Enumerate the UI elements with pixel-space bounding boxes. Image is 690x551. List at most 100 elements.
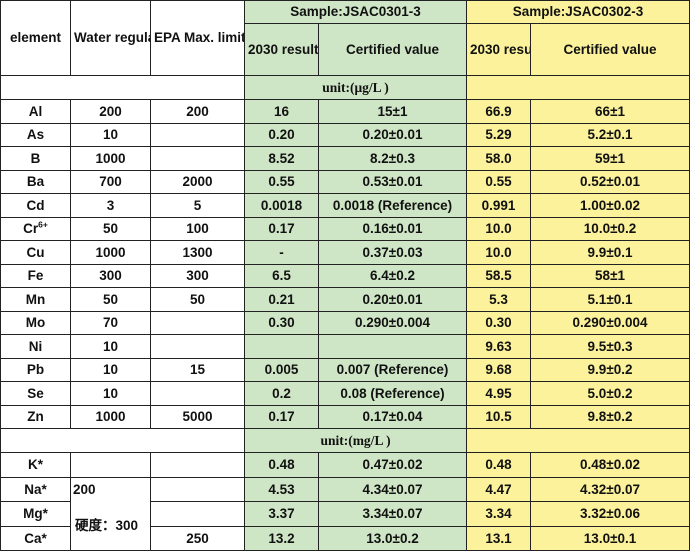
epa-limit-cell: [150, 381, 245, 406]
water-regulation-merged-cell: 200 硬度：300: [70, 476, 151, 551]
epa-limit-cell: 200: [150, 99, 245, 124]
sample-b-result-cell: 0.30: [466, 310, 532, 335]
element-cell: As: [0, 122, 71, 147]
header-a-certified: Certified value: [317, 23, 468, 76]
table-row: Se 10 0.2 0.08 (Reference) 4.95 5.0±0.2: [0, 381, 690, 406]
table-row: Ba 700 2000 0.55 0.53±0.01 0.55 0.52±0.01: [0, 169, 690, 194]
sample-b-result-cell: 5.3: [466, 287, 532, 312]
sample-b-result-cell: 13.1: [466, 525, 532, 551]
sample-b-certified-cell: 0.52±0.01: [530, 169, 690, 194]
water-regulation-cell: 1000: [70, 404, 151, 429]
epa-limit-cell: 15: [150, 357, 245, 382]
water-regulation-cell: 50: [70, 216, 151, 241]
sample-b-certified-cell: 1.00±0.02: [530, 193, 690, 218]
sample-b-certified-cell: 58±1: [530, 263, 690, 288]
element-cell: Cd: [0, 193, 71, 218]
sample-a-certified-cell: 8.2±0.3: [317, 146, 468, 171]
element-cell: K*: [0, 452, 71, 478]
unit-row-ug: unit:(μg/L ): [0, 75, 690, 100]
sample-b-result-cell: 0.55: [466, 169, 532, 194]
sample-b-certified-cell: 0.290±0.004: [530, 310, 690, 335]
sample-a-certified-cell: 0.007 (Reference): [317, 357, 468, 382]
table-row: Pb 10 15 0.005 0.007 (Reference) 9.68 9.9±0.2: [0, 357, 690, 382]
epa-limit-cell: 50: [150, 287, 245, 312]
epa-limit-cell: [150, 310, 245, 335]
element-cell: Ba: [0, 169, 71, 194]
element-cell: Na*: [0, 476, 71, 502]
sample-b-result-cell: 10.0: [466, 216, 532, 241]
sample-a-certified-cell: 15±1: [317, 99, 468, 124]
epa-limit-cell: [150, 501, 245, 527]
sample-a-certified-cell: 4.34±0.07: [317, 476, 468, 502]
sample-b-certified-cell: 4.32±0.07: [530, 476, 690, 502]
hardness-regulation: 硬度：300: [75, 517, 139, 533]
unit-mg-label: unit:(mg/L ): [243, 428, 468, 453]
table-row: Mo 70 0.30 0.290±0.004 0.30 0.290±0.004: [0, 310, 690, 335]
epa-limit-cell: [150, 476, 245, 502]
element-cell: Cr6+: [0, 216, 71, 241]
sample-b-result-cell: 9.63: [466, 334, 532, 359]
sample-b-result-cell: 9.68: [466, 357, 532, 382]
sample-a-certified-cell: 0.290±0.004: [317, 310, 468, 335]
element-cell: Ni: [0, 334, 71, 359]
sample-b-certified-cell: 9.9±0.1: [530, 240, 690, 265]
sample-b-certified-cell: 10.0±0.2: [530, 216, 690, 241]
element-charge: 6+: [38, 219, 48, 230]
table-row: As 10 0.20 0.20±0.01 5.29 5.2±0.1: [0, 122, 690, 147]
element-cell: Fe: [0, 263, 71, 288]
sample-b-result-cell: 58.0: [466, 146, 532, 171]
sample-b-result-cell: 66.9: [466, 99, 532, 124]
water-regulation-cell: 1000: [70, 240, 151, 265]
table-row: B 1000 8.52 8.2±0.3 58.0 59±1: [0, 146, 690, 171]
sample-a-result-cell: 6.5: [244, 263, 319, 288]
header-sample-a: Sample:JSAC0301-3: [243, 0, 468, 24]
sample-b-certified-cell: 3.32±0.06: [530, 501, 690, 527]
table-row: Cu 1000 1300-0.37±0.03 10.0 9.9±0.1: [0, 240, 690, 265]
sample-a-certified-cell: 0.47±0.02: [317, 452, 468, 478]
table-row: Mn 50 50 0.21 0.20±0.01 5.3 5.1±0.1: [0, 287, 690, 312]
sample-a-certified-cell: 0.17±0.04: [317, 404, 468, 429]
na-regulation: 200: [73, 481, 96, 497]
table-row: Ca* 250 13.2 13.0±0.2 13.1 13.0±0.1: [0, 525, 690, 551]
sample-a-certified-cell: 0.0018 (Reference): [317, 193, 468, 218]
table-row: Na* 200 硬度：300 4.53 4.34±0.07 4.47 4.32±0.07: [0, 476, 690, 551]
header-a-results: 2030 results: [244, 23, 319, 76]
sample-a-result-cell: 0.17: [244, 404, 319, 429]
table-row: Cd 3 5 0.0018 0.0018 (Reference) 0.991 1.00±0.…: [0, 193, 690, 218]
epa-limit-cell: [150, 146, 245, 171]
element-cell: Se: [0, 381, 71, 406]
table-row: Ni 10 9.63 9.5±0.3: [0, 334, 690, 359]
table-row: Mg* 3.37 3.34±0.07 3.34 3.32±0.06: [0, 501, 690, 527]
water-regulation-cell: [70, 452, 151, 478]
header-b-certified: Certified value: [530, 23, 690, 76]
sample-b-result-cell: 10.5: [466, 404, 532, 429]
epa-limit-cell: 300: [150, 263, 245, 288]
water-regulation-cell: 1000: [70, 146, 151, 171]
element-cell: Pb: [0, 357, 71, 382]
sample-b-certified-cell: 66±1: [530, 99, 690, 124]
sample-a-result-cell: 0.0018: [244, 193, 319, 218]
sample-b-certified-cell: 5.2±0.1: [530, 122, 690, 147]
sample-a-result-cell: 0.2: [244, 381, 319, 406]
unit-ug-label: unit:(μg/L ): [243, 75, 468, 100]
water-regulation-cell: 10: [70, 381, 151, 406]
element-cell: B: [0, 146, 71, 171]
sample-b-result-cell: 4.95: [466, 381, 532, 406]
sample-a-certified-cell: 0.20±0.01: [317, 122, 468, 147]
sample-b-result-cell: 4.47: [466, 476, 532, 502]
table-row: Al 200 200 16 15±1 66.9 66±1: [0, 99, 690, 124]
sample-a-result-cell: 0.20: [244, 122, 319, 147]
header-element: element: [0, 0, 71, 76]
epa-limit-cell: 250: [150, 525, 245, 551]
sample-a-certified-cell: 0.08 (Reference): [317, 381, 468, 406]
epa-limit-cell: 5: [150, 193, 245, 218]
element-symbol: Cr: [23, 221, 39, 237]
water-regulation-cell: 700: [70, 169, 151, 194]
sample-b-certified-cell: 5.0±0.2: [530, 381, 690, 406]
sample-b-result-cell: 58.5: [466, 263, 532, 288]
sample-a-certified-cell: 0.37±0.03: [317, 240, 468, 265]
sample-b-result-cell: 10.0: [466, 240, 532, 265]
sample-b-certified-cell: 9.5±0.3: [530, 334, 690, 359]
